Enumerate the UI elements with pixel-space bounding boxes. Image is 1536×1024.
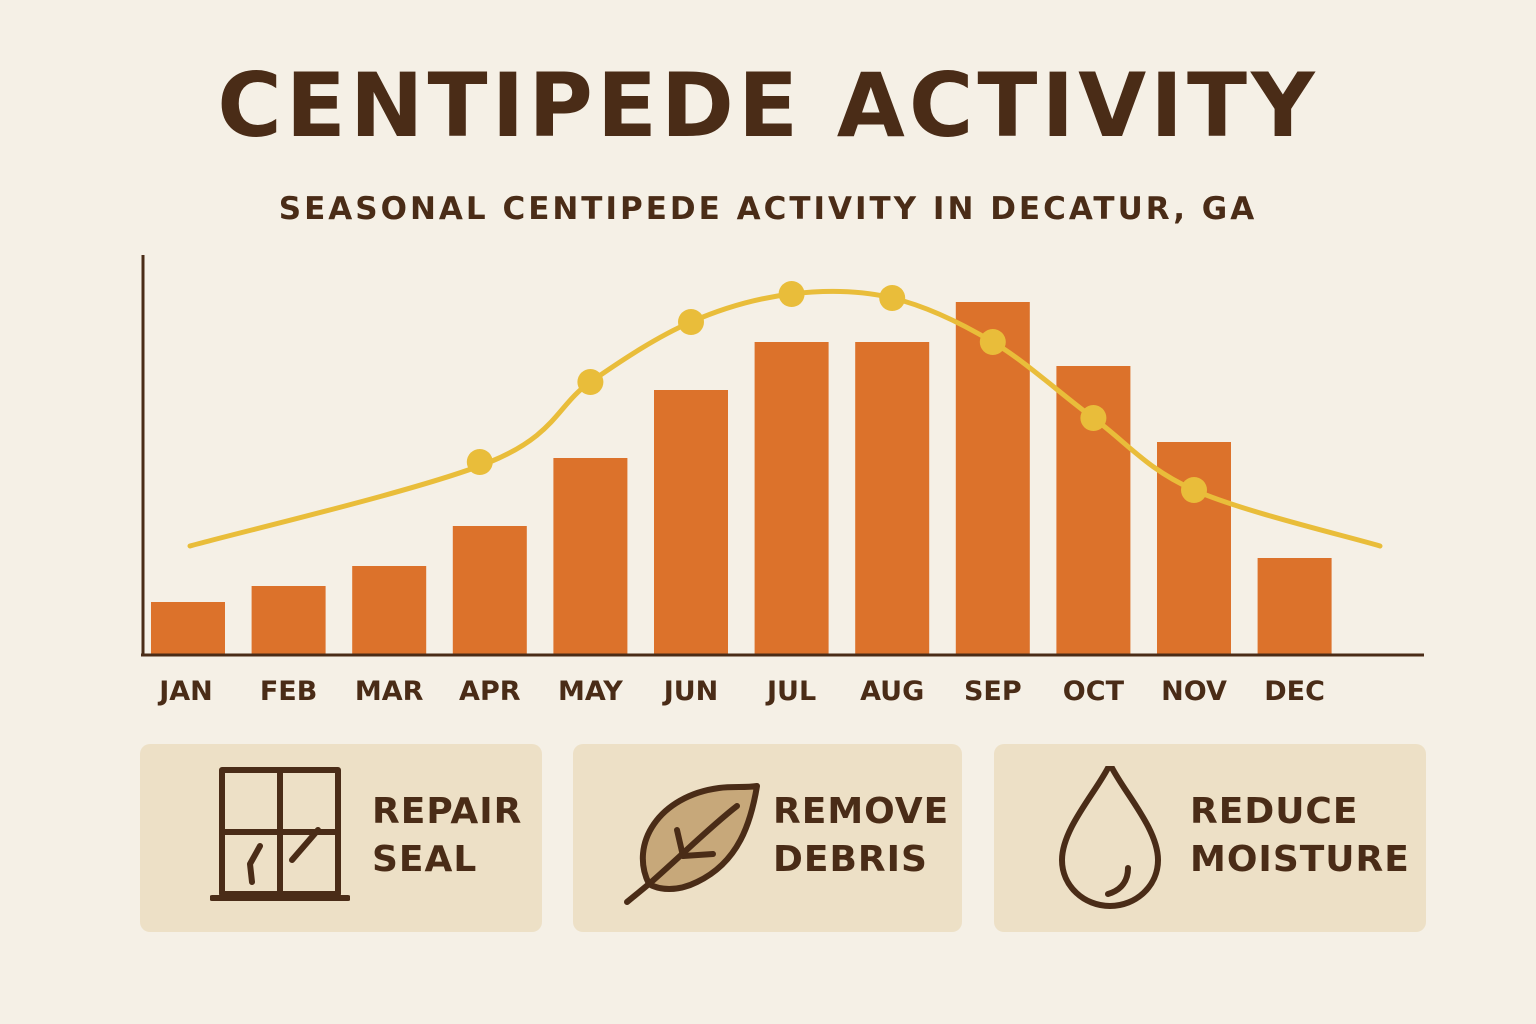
tip-label-line2: SEAL [372,839,478,880]
bar-jan [151,602,225,654]
bar-feb [251,586,326,654]
tip-label-line1: REDUCE [1190,791,1359,832]
tip-label-line1: REPAIR [372,791,523,832]
line-point [1181,477,1207,503]
x-tick-label: JUL [765,676,816,707]
tip-label-line1: REMOVE [773,791,950,832]
x-tick-label: AUG [860,676,924,707]
activity-chart: JAN FEB MAR APR MAY JUN JUL AUG SEP OCT NOV DEC [141,255,1424,707]
chart-subtitle: SEASONAL CENTIPEDE ACTIVITY IN DECATUR, … [278,191,1258,227]
line-point [979,329,1006,355]
bar-aug [855,342,930,654]
x-tick-label: MAY [558,676,623,707]
x-tick-label: MAR [355,676,424,707]
water-drop-icon [1059,766,1161,909]
bar-mar [352,566,427,654]
line-point [1080,405,1107,431]
tip-card-reduce-moisture: REDUCE MOISTURE [994,744,1426,932]
chart-title: CENTIPEDE ACTIVITY [217,54,1319,157]
window-icon [210,767,350,901]
bar-jul [754,342,829,654]
leaf-icon [624,783,760,905]
line-point [879,285,906,311]
x-tick-label: SEP [964,676,1022,707]
x-tick-label: JUN [662,676,719,707]
bar-apr [452,526,527,654]
x-tick-label: OCT [1063,676,1125,707]
x-tick-label: DEC [1264,676,1325,707]
bar-series [151,302,1332,654]
tip-card-repair-seal: REPAIR SEAL [140,744,542,932]
line-series [187,281,1383,549]
x-tick-labels: JAN FEB MAR APR MAY JUN JUL AUG SEP OCT NOV DEC [157,676,1325,707]
x-tick-label: JAN [157,676,213,707]
bar-may [553,458,628,654]
bar-jun [654,390,728,654]
bar-dec [1257,558,1332,654]
line-point [577,369,604,395]
tip-label-line2: MOISTURE [1190,839,1410,880]
line-point [466,449,493,475]
x-tick-label: FEB [260,676,317,707]
line-point [778,281,805,307]
tip-card-remove-debris: REMOVE DEBRIS [573,744,962,932]
tip-label-line2: DEBRIS [773,839,928,880]
line-point [678,309,704,335]
x-tick-label: APR [459,676,521,707]
trend-line [187,288,1383,549]
x-tick-label: NOV [1161,676,1227,707]
